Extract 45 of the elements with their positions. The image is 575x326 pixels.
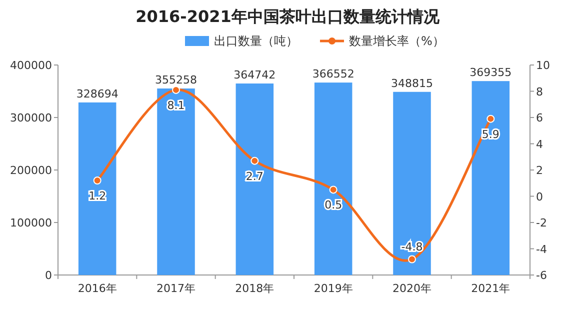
data-label: 355258: [155, 73, 197, 86]
y-tick-label: 200000: [10, 164, 52, 177]
y2-tick-label: -2: [536, 216, 547, 230]
y2-tick-label: 10: [536, 59, 550, 72]
data-label: 8.1: [167, 98, 185, 112]
x-tick-label: 2019年: [314, 282, 353, 295]
data-label: 364742: [234, 68, 276, 82]
data-label: 348815: [391, 76, 433, 90]
y2-tick-label: -6: [536, 269, 547, 282]
point: [329, 186, 338, 194]
point: [93, 176, 102, 184]
bar: [393, 92, 431, 275]
bar: [314, 82, 352, 275]
y2-tick-label: 6: [536, 112, 543, 124]
legend-label: 出口数量（吨）: [214, 34, 298, 48]
x-tick-label: 2021年: [471, 282, 510, 295]
y-tick-label: 300000: [10, 112, 52, 124]
data-label: 1.2: [88, 190, 106, 202]
data-label: 366552: [312, 68, 354, 81]
x-tick-label: 2018年: [235, 282, 274, 295]
data-label: 2.7: [246, 170, 264, 183]
x-tick-label: 2017年: [156, 282, 196, 295]
x-tick-label: 2016年: [78, 282, 117, 295]
point: [408, 255, 416, 264]
y-tick-label: 400000: [10, 59, 52, 72]
chart-title: 2016-2021年中国茶叶出口数量统计情况: [136, 7, 440, 26]
point: [486, 114, 495, 123]
y2-tick-label: -4: [536, 242, 547, 256]
bar: [78, 102, 116, 275]
y-tick-label: 0: [45, 269, 52, 282]
data-label: -4.8: [401, 240, 423, 254]
bar: [157, 88, 195, 275]
bar: [236, 84, 274, 275]
y-tick-label: 100000: [10, 216, 52, 230]
y2-tick-label: 2: [536, 164, 543, 177]
data-label: 369355: [470, 66, 512, 80]
data-label: 328694: [76, 87, 118, 100]
legend-label: 数量增长率（%）: [349, 34, 444, 48]
y2-tick-label: 8: [536, 85, 543, 98]
data-label: 0.5: [324, 198, 342, 212]
bar: [472, 81, 510, 275]
y2-tick-label: 0: [536, 190, 543, 204]
point: [250, 156, 259, 165]
x-tick-label: 2020年: [392, 282, 432, 295]
y2-tick-label: 4: [536, 138, 543, 151]
